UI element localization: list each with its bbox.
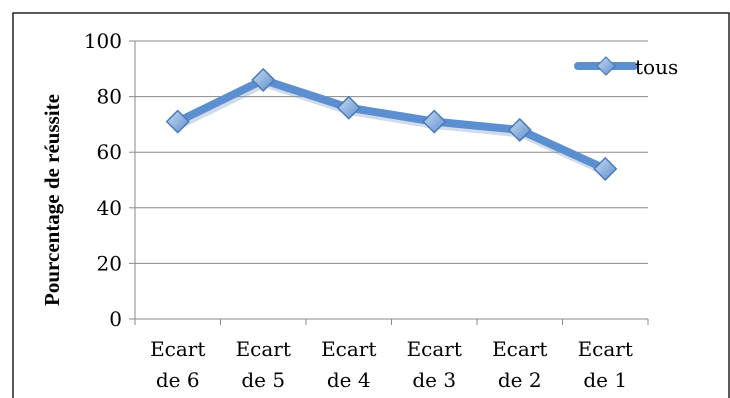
x-tick-label: Ecart de 5	[236, 337, 291, 392]
gridlines	[129, 40, 648, 320]
x-tick-label-line: Ecart	[321, 337, 376, 361]
y-tick-label: 60	[97, 140, 122, 164]
x-tick-label: Ecart de 6	[150, 337, 205, 392]
data-point-marker	[251, 67, 276, 92]
chart-border	[12, 12, 730, 398]
x-tick-label-line: de 4	[327, 368, 371, 392]
x-tick-label: Ecart de 2	[492, 337, 547, 392]
y-tick-label: 20	[97, 251, 122, 275]
x-tick-label: Ecart de 3	[407, 337, 462, 392]
x-tick-label: Ecart de 1	[578, 337, 633, 392]
y-axis-title: Pourcentage de réussite	[40, 94, 64, 306]
x-tick-label: Ecart de 4	[321, 337, 376, 392]
x-tick-label-line: Ecart	[236, 337, 291, 361]
y-tick-label: 40	[97, 196, 122, 220]
series-line-tous	[173, 75, 610, 173]
axes	[134, 41, 649, 325]
data-point-marker	[593, 156, 618, 181]
legend-label: tous	[635, 55, 678, 79]
data-point-marker	[165, 109, 190, 134]
x-tick-label-line: de 3	[412, 368, 456, 392]
x-tick-label-line: Ecart	[492, 337, 547, 361]
x-tick-label-line: Ecart	[150, 337, 205, 361]
legend: tous	[574, 55, 678, 79]
y-tick-labels: 0 20 40 60 80 100	[84, 29, 122, 331]
x-tick-label-line: de 5	[241, 368, 285, 392]
y-tick-label: 80	[97, 85, 122, 109]
series-layer	[165, 67, 618, 181]
data-point-marker	[422, 109, 447, 134]
x-tick-label-line: Ecart	[407, 337, 462, 361]
x-tick-label-line: de 2	[498, 368, 542, 392]
data-point-marker	[507, 117, 532, 143]
y-tick-label: 0	[109, 307, 122, 331]
legend-marker	[596, 56, 616, 76]
data-point-marker	[336, 95, 361, 120]
x-tick-label-line: de 6	[156, 368, 200, 392]
series-line-shadow	[177, 77, 609, 176]
x-tick-label-line: de 1	[583, 368, 627, 392]
x-tick-label-line: Ecart	[578, 337, 633, 361]
y-tick-label: 100	[84, 29, 122, 53]
